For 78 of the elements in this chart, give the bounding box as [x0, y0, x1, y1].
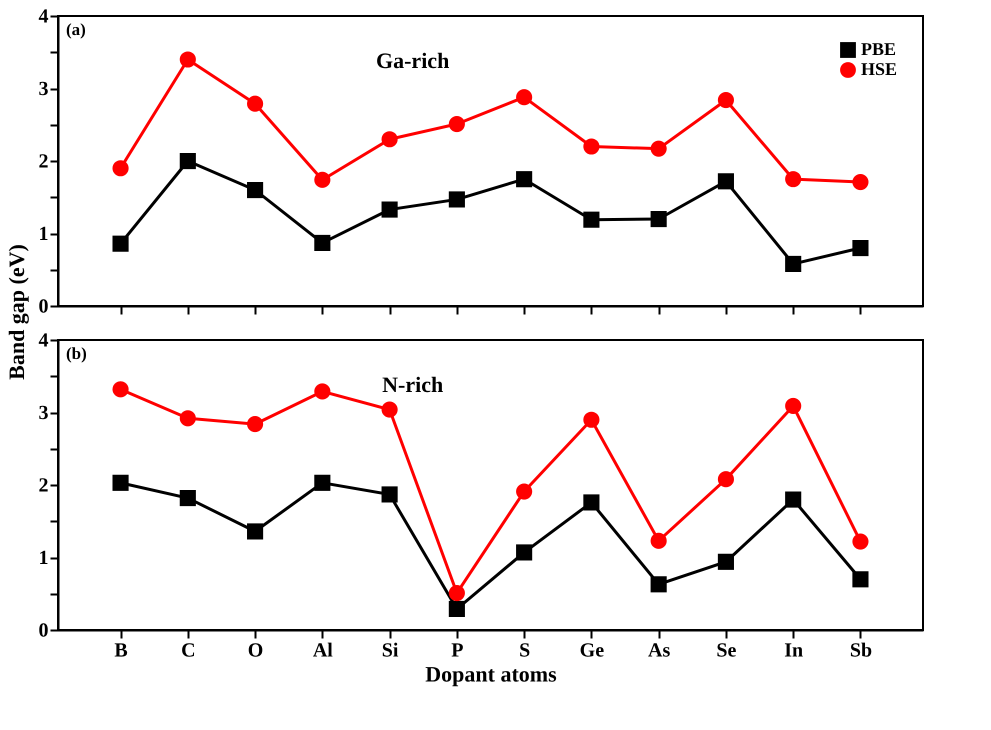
x-tick-label: P — [451, 640, 464, 662]
x-tick-label: Al — [312, 640, 334, 662]
annotation: (a) — [66, 20, 86, 39]
point — [516, 171, 532, 188]
point — [718, 92, 734, 108]
legend-label: PBE — [861, 39, 896, 59]
x-tick-label: O — [248, 640, 264, 662]
point — [583, 412, 600, 428]
point — [180, 410, 196, 426]
annotation: (b) — [66, 344, 87, 363]
x-tick-label: Si — [382, 640, 399, 662]
point — [382, 131, 398, 148]
point — [718, 554, 734, 570]
x-tick-label: S — [519, 640, 530, 662]
point — [583, 138, 600, 155]
point — [112, 474, 129, 491]
point — [314, 383, 330, 400]
point — [583, 212, 600, 228]
point — [852, 571, 869, 588]
point — [448, 600, 465, 618]
point — [382, 402, 398, 418]
point — [314, 234, 330, 251]
point — [247, 416, 264, 432]
point — [180, 490, 196, 506]
point — [516, 89, 532, 106]
y-tick-label: 4 — [38, 330, 48, 352]
point — [718, 471, 734, 488]
y-tick-label: 0 — [38, 296, 48, 318]
y-tick-label: 2 — [38, 150, 48, 172]
point — [112, 160, 129, 176]
point — [650, 532, 667, 549]
y-tick-label: 3 — [38, 78, 48, 100]
point — [785, 491, 802, 508]
point — [180, 51, 196, 68]
point — [852, 174, 869, 190]
annotation: N-rich — [382, 372, 444, 397]
x-tick-label: In — [784, 640, 804, 662]
point — [650, 576, 667, 592]
y-tick-label: 4 — [38, 6, 48, 28]
point — [247, 96, 264, 112]
point — [785, 256, 802, 272]
x-tick-label: B — [114, 640, 128, 662]
y-tick-label: 3 — [38, 402, 48, 424]
point — [314, 172, 330, 188]
x-tick-label: Se — [716, 640, 737, 662]
point — [247, 182, 264, 198]
point — [247, 523, 264, 540]
point — [314, 474, 330, 491]
x-axis-title: Dopant atoms — [425, 662, 558, 686]
point — [852, 240, 869, 256]
y-tick-label: 2 — [38, 474, 48, 496]
point — [112, 381, 129, 398]
annotation: Ga-rich — [376, 48, 450, 73]
x-tick-label: C — [181, 640, 196, 662]
x-tick-label: Ge — [580, 640, 604, 662]
point — [382, 486, 398, 502]
x-tick-label: As — [648, 640, 670, 662]
point — [852, 534, 869, 550]
point — [448, 116, 465, 132]
point — [516, 483, 532, 500]
point — [180, 152, 196, 170]
point — [583, 494, 600, 510]
point — [112, 236, 129, 252]
point — [516, 544, 532, 560]
point — [718, 173, 734, 190]
y-tick-label: 1 — [38, 223, 48, 245]
point — [785, 398, 802, 414]
point — [448, 191, 465, 208]
y-tick-label: 1 — [38, 547, 48, 569]
point — [650, 210, 667, 228]
y-tick-label: 0 — [38, 620, 48, 642]
legend-label: HSE — [861, 59, 898, 79]
y-axis-title: Band gap (eV) — [4, 244, 29, 380]
point — [785, 171, 802, 188]
x-tick-label: Sb — [850, 640, 872, 662]
point — [382, 202, 398, 218]
point — [448, 584, 465, 602]
point — [650, 140, 667, 157]
